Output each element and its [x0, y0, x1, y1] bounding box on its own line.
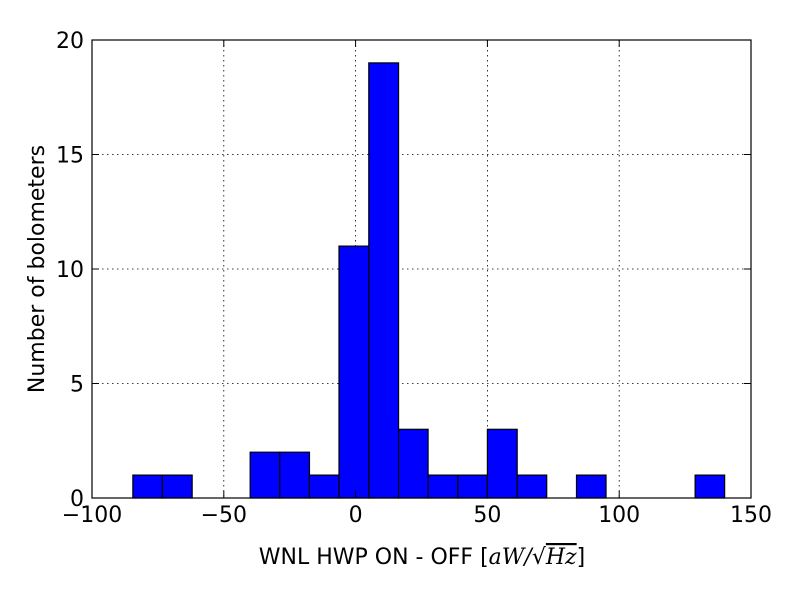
x-axis-unit-a: a	[489, 545, 502, 570]
histogram-bar	[132, 474, 163, 499]
x-axis-unit-close: ]	[577, 545, 586, 570]
y-tick-labels: 0 5 10 15 20	[56, 29, 84, 512]
histogram-bar	[338, 245, 370, 499]
x-axis-title-text: WNL HWP ON - OFF	[259, 545, 473, 570]
histogram-bar	[516, 474, 548, 499]
y-axis-title: Number of bolometers	[25, 145, 50, 393]
axis-ticks	[91, 39, 752, 499]
x-axis-unit-sqrt: √	[532, 545, 547, 570]
histogram-bar	[249, 451, 281, 499]
x-axis-unit-open: [	[480, 545, 489, 570]
x-axis-title: WNL HWP ON - OFF [aW/√Hz]	[259, 545, 586, 570]
x-tick-labels: −100 −50 0 50 100 150	[62, 503, 772, 528]
x-tick-label: −50	[201, 503, 247, 528]
grid-lines	[92, 40, 751, 498]
histogram-bar	[161, 474, 193, 499]
histogram-bars	[132, 62, 726, 499]
x-tick-label: 0	[349, 503, 363, 528]
x-tick-label: 50	[473, 503, 501, 528]
x-axis-unit-W: W	[502, 545, 527, 570]
x-tick-label: 150	[730, 503, 772, 528]
x-axis-unit-slash: /	[522, 545, 534, 570]
histogram-bar	[486, 428, 518, 499]
y-tick-label: 20	[56, 29, 84, 54]
histogram-bar	[694, 474, 726, 499]
histogram-bar	[279, 451, 311, 499]
y-tick-label: 10	[56, 258, 84, 283]
y-tick-label: 5	[70, 373, 84, 398]
x-tick-label: −100	[62, 503, 122, 528]
histogram-bar	[575, 474, 607, 499]
x-tick-label: 100	[598, 503, 640, 528]
histogram-bar	[457, 474, 488, 499]
histogram-bar	[397, 428, 429, 499]
y-tick-label: 0	[70, 487, 84, 512]
histogram-bar	[368, 62, 400, 499]
histogram-bar	[308, 474, 340, 499]
x-axis-unit-Hz: Hz	[545, 545, 577, 570]
y-tick-label: 15	[56, 144, 84, 169]
histogram-bar	[427, 474, 459, 499]
